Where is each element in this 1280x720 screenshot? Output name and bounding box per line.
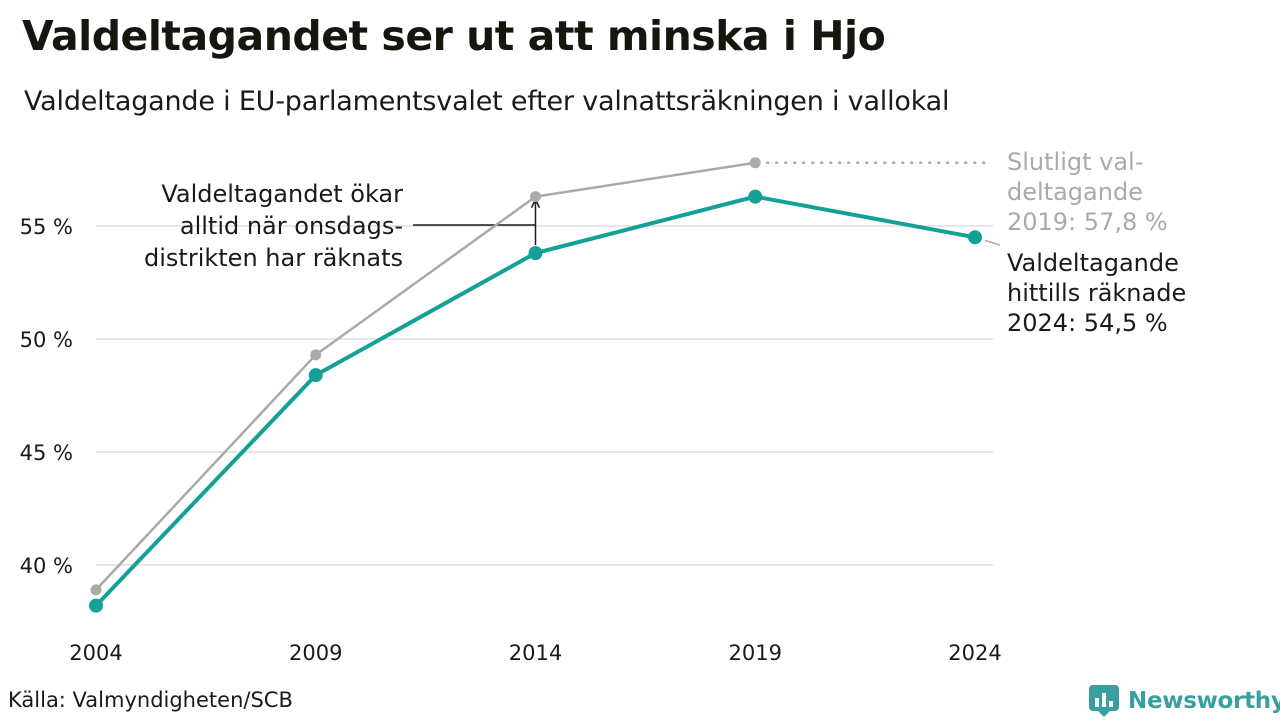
x-tick-label: 2004 xyxy=(69,641,122,665)
annotation-counted-2024-text: 2024: 54,5 % xyxy=(1007,309,1168,337)
series-gray-point xyxy=(91,584,102,595)
series-teal-point xyxy=(89,599,103,613)
annotation-final-2019-text: Slutligt val- xyxy=(1007,148,1143,176)
brand-logo[interactable]: Newsworthy xyxy=(1088,684,1280,718)
x-tick-label: 2024 xyxy=(948,641,1001,665)
y-axis-ticks: 40 % 45 % 50 % 55 % xyxy=(20,215,73,578)
annotation-counted-2024-text: Valdeltagande xyxy=(1007,249,1179,277)
series-gray-point xyxy=(310,349,321,360)
x-axis-ticks: 2004 2009 2014 2019 2024 xyxy=(69,641,1001,665)
series-teal-point xyxy=(968,230,982,244)
x-tick-label: 2019 xyxy=(729,641,782,665)
newsworthy-logo-icon xyxy=(1088,684,1120,718)
series-teal-point xyxy=(309,368,323,382)
annotation-connectors xyxy=(413,163,1000,245)
x-tick-label: 2014 xyxy=(509,641,562,665)
series-gray-point xyxy=(750,157,761,168)
series-gray-point xyxy=(530,191,541,202)
y-tick-label: 50 % xyxy=(20,328,73,352)
annotation-wednesday-text: alltid när onsdags- xyxy=(180,212,403,240)
y-tick-label: 40 % xyxy=(20,554,73,578)
source-note: Källa: Valmyndigheten/SCB xyxy=(8,688,293,712)
annotation-wednesday-text: distrikten har räknats xyxy=(144,244,403,272)
annotation-wednesday-text: Valdeltagandet ökar xyxy=(161,180,403,208)
brand-name: Newsworthy xyxy=(1128,688,1280,714)
annotation-leader-2024 xyxy=(985,240,1000,245)
annotation-counted-2024-text: hittills räknade xyxy=(1007,279,1186,307)
gridlines xyxy=(96,226,993,565)
series-teal-point xyxy=(529,246,543,260)
y-tick-label: 45 % xyxy=(20,441,73,465)
series-teal-point xyxy=(748,190,762,204)
x-tick-label: 2009 xyxy=(289,641,342,665)
annotation-final-2019-text: deltagande xyxy=(1007,178,1143,206)
annotation-final-2019-text: 2019: 57,8 % xyxy=(1007,208,1168,236)
y-tick-label: 55 % xyxy=(20,215,73,239)
